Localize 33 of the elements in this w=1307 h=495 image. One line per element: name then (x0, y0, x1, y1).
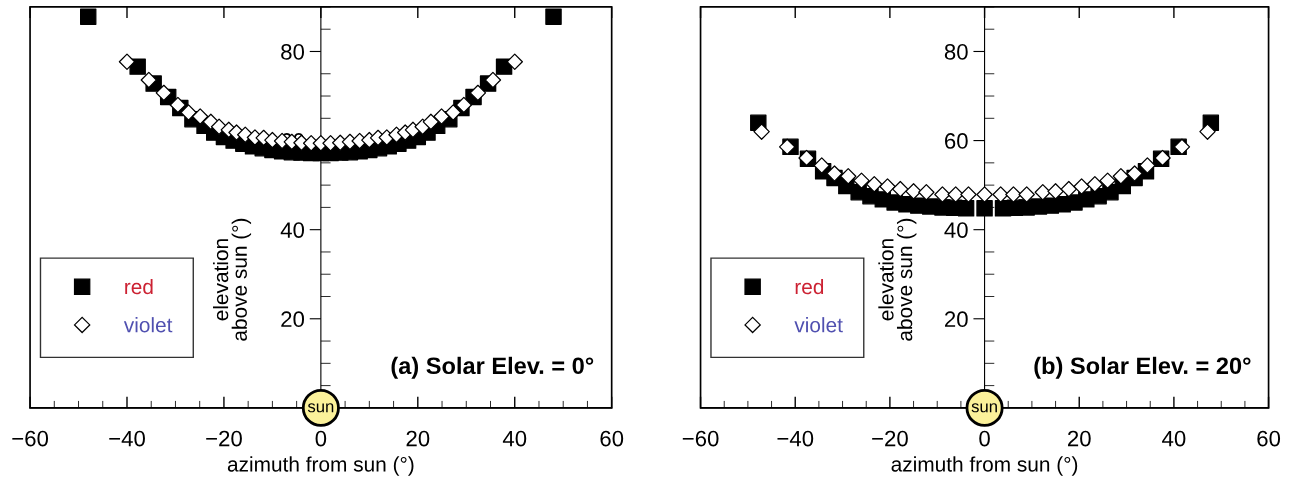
x-tick-label: 0 (315, 430, 327, 447)
y-tick-label: 20 (281, 311, 305, 328)
y-tick-label: 60 (945, 133, 968, 149)
x-tick-label: −40 (777, 430, 814, 447)
y-tick-label: 80 (944, 44, 968, 60)
x-tick-label: 0 (979, 430, 990, 447)
y-axis-title: elevation above sun (°) (212, 218, 252, 341)
x-tick-label: −40 (109, 430, 145, 447)
x-tick-label: 40 (1162, 430, 1186, 447)
text: (b) Solar Elev. = 20° (1034, 356, 1251, 379)
annotation: sun (307, 403, 334, 413)
x-tick-label: 20 (406, 430, 430, 447)
x-tick-label: 20 (1067, 430, 1091, 447)
text: (a) Solar Elev. = 0° (391, 356, 594, 379)
x-tick-label: 60 (1257, 430, 1281, 447)
y-tick-label: 40 (280, 222, 305, 238)
x-tick-label: 40 (502, 430, 527, 447)
y-tick-label: 80 (281, 44, 305, 60)
x-axis-title: azimuth from sun (°) (227, 456, 414, 476)
annotation: sun (971, 403, 997, 413)
x-axis-title: azimuth from sun (°) (891, 456, 1078, 476)
legend-label: violet (794, 317, 843, 333)
x-tick-label: −20 (206, 430, 242, 447)
x-tick-label: −60 (682, 430, 719, 447)
x-tick-label: −20 (872, 430, 908, 447)
legend-label: red (125, 278, 153, 295)
y-tick-label: 20 (944, 311, 968, 328)
y-tick-label: 40 (944, 222, 968, 238)
x-tick-label: 60 (600, 430, 624, 447)
x-tick-label: −60 (12, 430, 49, 447)
y-axis-title: elevation above sun (°) (878, 218, 917, 341)
legend-label: violet (123, 317, 173, 333)
legend-label: red (795, 278, 824, 295)
